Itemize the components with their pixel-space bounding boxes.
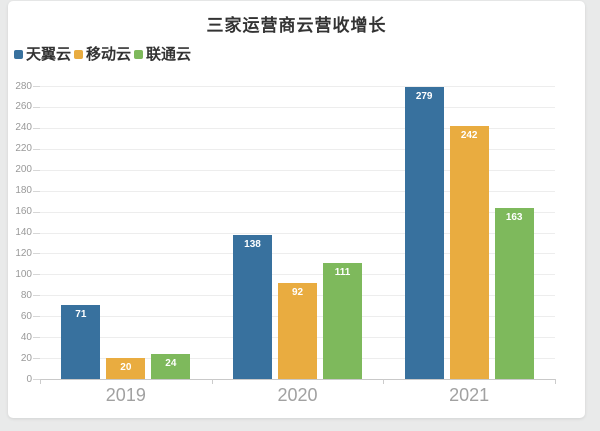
y-axis-tick — [33, 169, 40, 171]
y-axis-label: 200 — [15, 164, 32, 176]
y-axis-tick — [33, 211, 40, 213]
bar-2020-series-1[interactable]: 92 — [278, 282, 317, 379]
y-axis-label: 120 — [15, 247, 32, 259]
y-axis-label: 260 — [15, 101, 32, 113]
legend-swatch-icon — [134, 50, 144, 59]
x-axis-tick — [383, 379, 385, 384]
y-gridline — [40, 190, 555, 192]
y-axis-label: 160 — [15, 206, 32, 218]
legend-swatch-icon — [74, 50, 84, 59]
y-axis-label: 40 — [20, 331, 32, 343]
y-axis-tick — [33, 358, 40, 360]
y-axis-label: 280 — [15, 80, 32, 92]
bar-2021-series-1[interactable]: 242 — [449, 125, 489, 379]
x-axis-tick — [555, 379, 556, 384]
y-axis-tick — [33, 190, 40, 192]
y-axis-tick — [33, 127, 40, 129]
legend-label: 天翼云 — [26, 46, 72, 63]
legend: 天翼云 移动云 联通云 — [14, 47, 194, 62]
y-axis-tick — [33, 106, 40, 108]
legend-item-0[interactable]: 天翼云 — [14, 47, 71, 62]
y-axis-tick — [33, 232, 40, 234]
legend-item-2[interactable]: 联通云 — [134, 47, 191, 62]
legend-label: 联通云 — [146, 46, 192, 63]
y-gridline — [40, 127, 555, 129]
bar-value-label: 20 — [120, 362, 132, 374]
y-axis-tick — [33, 86, 40, 87]
y-axis-tick — [33, 274, 40, 276]
bar-2019-series-1[interactable]: 20 — [106, 358, 146, 379]
y-axis-label: 180 — [15, 185, 32, 197]
bar-2020-series-0[interactable]: 138 — [233, 234, 272, 379]
plot-area: 0 20 40 60 80 100 120 140 160 180 200 220 240 260 280 7… — [8, 1, 585, 418]
y-axis-label: 20 — [20, 352, 32, 364]
chart-card: 三家运营商云营收增长 天翼云 移动云 联通云 0 20 40 60 80 100 120 140 1… — [8, 1, 585, 418]
y-axis-label: 80 — [20, 289, 32, 301]
x-axis-label: 2020 — [277, 385, 318, 405]
legend-item-1[interactable]: 移动云 — [74, 47, 131, 62]
y-gridline — [40, 253, 555, 255]
chart-title: 三家运营商云营收增长 — [206, 16, 387, 35]
bar-value-label: 71 — [75, 308, 87, 320]
bar-value-label: 138 — [244, 238, 261, 250]
y-axis-tick — [33, 379, 40, 380]
y-axis-tick — [33, 316, 40, 318]
bar-value-label: 163 — [505, 212, 523, 224]
bar-2019-series-0[interactable]: 71 — [61, 304, 101, 379]
y-gridline — [40, 169, 555, 171]
x-axis-label: 2021 — [449, 385, 490, 405]
y-axis-label: 60 — [20, 310, 32, 322]
x-axis-label: 2019 — [105, 385, 146, 405]
y-axis-tick — [33, 148, 40, 150]
y-axis-label: 240 — [15, 122, 32, 134]
y-axis-label: 100 — [15, 268, 32, 280]
y-gridline — [40, 86, 555, 87]
x-axis-tick — [211, 379, 213, 384]
bar-2021-series-0[interactable]: 279 — [404, 87, 444, 379]
bar-2021-series-2[interactable]: 163 — [494, 208, 534, 379]
bar-value-label: 279 — [415, 91, 433, 103]
bar-value-label: 92 — [291, 286, 304, 298]
bar-2020-series-2[interactable]: 111 — [323, 262, 362, 379]
bar-value-label: 24 — [165, 357, 177, 369]
y-axis-label: 220 — [15, 143, 32, 155]
y-gridline — [40, 106, 555, 108]
legend-swatch-icon — [14, 50, 23, 59]
y-axis-tick — [33, 337, 40, 339]
y-axis-label: 140 — [15, 227, 32, 238]
bar-value-label: 111 — [334, 266, 351, 278]
y-axis-tick — [33, 253, 40, 255]
bar-value-label: 242 — [460, 129, 478, 141]
y-gridline — [40, 232, 555, 234]
x-axis-line — [40, 379, 555, 380]
y-gridline — [40, 211, 555, 213]
x-axis-tick — [40, 379, 41, 384]
y-gridline — [40, 148, 555, 150]
y-gridline — [40, 274, 555, 276]
legend-label: 移动云 — [86, 46, 132, 63]
y-axis-label: 0 — [26, 373, 32, 385]
bar-2019-series-2[interactable]: 24 — [151, 353, 191, 379]
y-axis-tick — [33, 295, 40, 297]
